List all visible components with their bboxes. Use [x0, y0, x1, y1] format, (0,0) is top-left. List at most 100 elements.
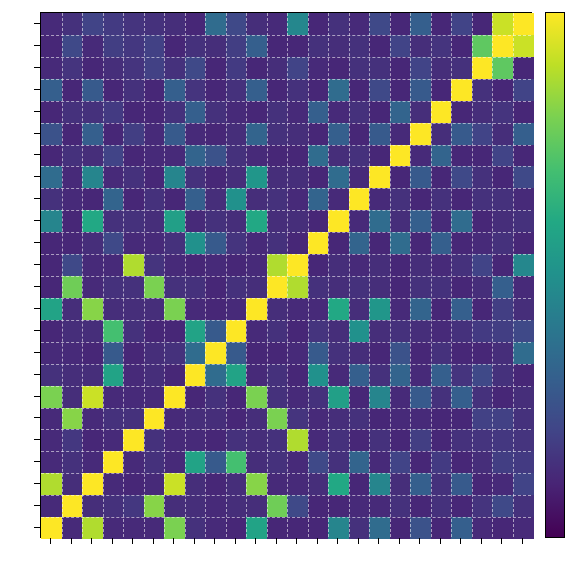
- heatmap-cell: [369, 386, 390, 408]
- heatmap-cell: [62, 517, 83, 539]
- heatmap-cell: [472, 232, 493, 254]
- heatmap-cell: [144, 298, 165, 320]
- heatmap-cell: [164, 254, 185, 276]
- heatmap-cell: [451, 188, 472, 210]
- heatmap-cell: [164, 57, 185, 79]
- heatmap-cell: [349, 57, 370, 79]
- heatmap-cell: [226, 188, 247, 210]
- heatmap-cell: [144, 166, 165, 188]
- heatmap-cell: [82, 276, 103, 298]
- heatmap-cell: [123, 451, 144, 473]
- heatmap-cell: [349, 254, 370, 276]
- heatmap-cell: [390, 473, 411, 495]
- heatmap-cell: [41, 13, 62, 35]
- heatmap-cell: [41, 276, 62, 298]
- y-tick: [34, 483, 40, 484]
- heatmap-cell: [492, 232, 513, 254]
- heatmap-cell: [103, 57, 124, 79]
- heatmap-cell: [267, 101, 288, 123]
- heatmap-cell: [328, 123, 349, 145]
- x-tick: [112, 538, 113, 544]
- heatmap-cell: [205, 35, 226, 57]
- heatmap-cell: [103, 408, 124, 430]
- heatmap-cell: [185, 451, 206, 473]
- heatmap-cell: [123, 364, 144, 386]
- heatmap-cell: [472, 276, 493, 298]
- heatmap-cell: [287, 254, 308, 276]
- y-tick: [34, 23, 40, 24]
- heatmap-cell: [328, 495, 349, 517]
- heatmap-cell: [410, 13, 431, 35]
- heatmap-cell: [513, 101, 534, 123]
- heatmap-cell: [205, 188, 226, 210]
- heatmap-cell: [472, 364, 493, 386]
- heatmap-cell: [123, 298, 144, 320]
- heatmap-cell: [369, 232, 390, 254]
- heatmap-cell: [308, 123, 329, 145]
- heatmap-cell: [431, 495, 452, 517]
- heatmap-cell: [205, 101, 226, 123]
- heatmap-cell: [431, 320, 452, 342]
- heatmap-cell: [185, 342, 206, 364]
- heatmap-cell: [328, 517, 349, 539]
- heatmap-cell: [82, 495, 103, 517]
- heatmap-cell: [103, 188, 124, 210]
- heatmap-cell: [328, 210, 349, 232]
- heatmap-cell: [472, 429, 493, 451]
- heatmap-cell: [103, 13, 124, 35]
- heatmap-cell: [451, 13, 472, 35]
- heatmap-cell: [328, 429, 349, 451]
- heatmap-cell: [492, 166, 513, 188]
- heatmap-cell: [369, 123, 390, 145]
- heatmap-cell: [62, 495, 83, 517]
- heatmap-cell: [62, 364, 83, 386]
- heatmap-cell: [41, 210, 62, 232]
- heatmap-cell: [82, 364, 103, 386]
- heatmap-cell: [308, 320, 329, 342]
- heatmap-cell: [308, 495, 329, 517]
- heatmap-cell: [431, 123, 452, 145]
- heatmap-cell: [41, 408, 62, 430]
- heatmap-cell: [103, 254, 124, 276]
- heatmap-cell: [492, 408, 513, 430]
- heatmap-cell: [144, 210, 165, 232]
- heatmap-cell: [431, 342, 452, 364]
- heatmap-cell: [267, 210, 288, 232]
- heatmap-cell: [390, 57, 411, 79]
- heatmap-cell: [431, 408, 452, 430]
- y-tick: [34, 198, 40, 199]
- heatmap-cell: [287, 517, 308, 539]
- heatmap-cell: [472, 188, 493, 210]
- heatmap-cell: [349, 35, 370, 57]
- heatmap-cell: [164, 13, 185, 35]
- heatmap-cell: [308, 276, 329, 298]
- heatmap-cell: [123, 429, 144, 451]
- heatmap-cell: [205, 276, 226, 298]
- heatmap-cell: [431, 232, 452, 254]
- heatmap-cell: [287, 451, 308, 473]
- heatmap-cell: [349, 101, 370, 123]
- heatmap-cell: [513, 188, 534, 210]
- x-tick: [481, 538, 482, 544]
- heatmap-cell: [164, 364, 185, 386]
- heatmap-cell: [103, 276, 124, 298]
- heatmap-cell: [308, 298, 329, 320]
- y-tick: [34, 505, 40, 506]
- heatmap-cell: [390, 79, 411, 101]
- heatmap-cell: [103, 495, 124, 517]
- heatmap-cell: [451, 298, 472, 320]
- heatmap-cell: [349, 13, 370, 35]
- heatmap-cell: [472, 298, 493, 320]
- heatmap-cell: [308, 342, 329, 364]
- heatmap-cell: [246, 473, 267, 495]
- heatmap-cell: [431, 298, 452, 320]
- heatmap-cell: [205, 57, 226, 79]
- heatmap-cell: [123, 13, 144, 35]
- heatmap-cell: [82, 320, 103, 342]
- heatmap-cell: [82, 298, 103, 320]
- x-tick: [399, 538, 400, 544]
- heatmap-cell: [513, 473, 534, 495]
- heatmap-cell: [185, 101, 206, 123]
- y-tick: [34, 154, 40, 155]
- heatmap-cell: [246, 188, 267, 210]
